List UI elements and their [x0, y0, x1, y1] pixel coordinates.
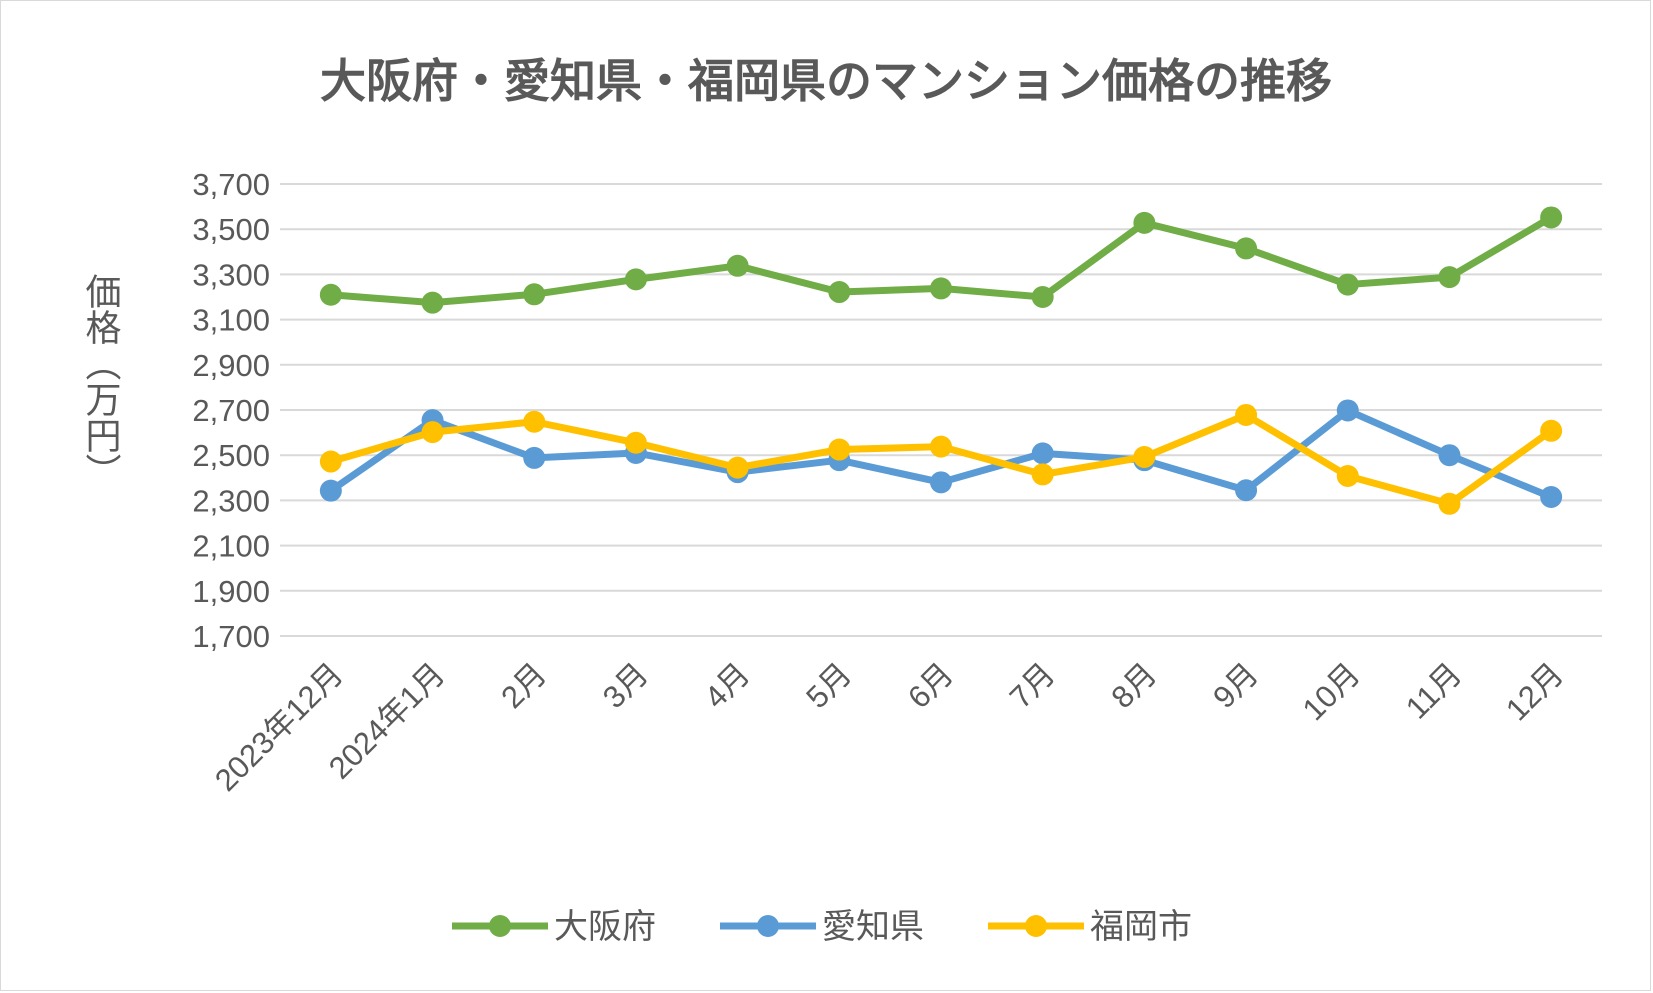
- data-point: [930, 277, 952, 300]
- legend-marker: [489, 915, 511, 937]
- data-point: [319, 283, 342, 306]
- legend-label: 愛知県: [822, 907, 924, 947]
- x-tick-label: 8月: [1104, 656, 1163, 715]
- y-tick-label: 2,900: [192, 348, 270, 383]
- data-point: [1031, 286, 1054, 308]
- y-tick-label: 3,300: [192, 257, 270, 292]
- legend: 大阪府 愛知県 福岡市: [452, 907, 1192, 947]
- legend-label: 大阪府: [554, 907, 656, 947]
- legend-marker: [1025, 915, 1047, 937]
- legend-marker: [757, 915, 779, 937]
- data-point: [1438, 492, 1461, 515]
- data-point: [828, 438, 851, 461]
- y-axis-label: 価格（万円）: [80, 273, 122, 489]
- data-point: [930, 471, 952, 494]
- legend-item: 愛知県: [720, 907, 924, 947]
- data-point: [421, 291, 444, 314]
- legend-label: 福岡市: [1090, 907, 1192, 947]
- y-tick-label: 2,700: [192, 393, 270, 428]
- legend-item: 福岡市: [988, 907, 1192, 947]
- legend-item: 大阪府: [452, 907, 656, 947]
- data-point: [1133, 446, 1156, 469]
- x-tick-label: 7月: [1003, 656, 1062, 715]
- data-point: [1133, 211, 1156, 234]
- y-tick-label: 3,700: [192, 167, 270, 202]
- data-point: [828, 281, 851, 304]
- data-point: [523, 446, 546, 469]
- data-point: [523, 410, 546, 433]
- x-tick-label: 12月: [1499, 656, 1570, 727]
- data-point: [1336, 399, 1359, 422]
- x-tick-label: 9月: [1206, 656, 1265, 715]
- y-tick-label: 1,900: [192, 574, 270, 609]
- data-point: [930, 435, 952, 458]
- data-point: [1235, 479, 1258, 502]
- x-tick-label: 2月: [494, 656, 553, 715]
- data-point: [1336, 464, 1359, 487]
- chart-title: 大阪府・愛知県・福岡県のマンション価格の推移: [320, 54, 1332, 108]
- series-group: [319, 206, 1563, 515]
- data-point: [624, 431, 647, 454]
- x-tick-label: 5月: [799, 656, 858, 715]
- x-tick-label: 6月: [901, 656, 960, 715]
- data-point: [319, 450, 342, 473]
- data-point: [1031, 442, 1054, 465]
- data-point: [1235, 237, 1258, 260]
- x-tick-label: 11月: [1399, 656, 1468, 725]
- x-tick-label: 10月: [1296, 656, 1367, 727]
- data-point: [1540, 206, 1563, 229]
- data-point: [523, 283, 546, 306]
- y-tick-label: 3,100: [192, 303, 270, 338]
- data-point: [1336, 273, 1359, 296]
- gridlines: [280, 183, 1602, 637]
- y-tick-label: 2,500: [192, 438, 270, 473]
- y-tick-label: 2,300: [192, 483, 270, 518]
- y-tick-label: 1,700: [192, 619, 270, 654]
- series-0: [319, 206, 1563, 314]
- data-point: [1438, 444, 1461, 467]
- data-point: [1438, 266, 1461, 289]
- data-point: [624, 268, 647, 291]
- y-axis-ticks: 3,700 3,500 3,300 3,100 2,900 2,700 2,500 2,300…: [192, 167, 270, 654]
- data-point: [1031, 463, 1054, 486]
- series-2: [319, 403, 1563, 515]
- x-tick-label: 2023年12月: [208, 656, 350, 798]
- data-point: [319, 479, 342, 502]
- data-point: [421, 421, 444, 444]
- x-tick-label: 3月: [596, 656, 655, 715]
- data-point: [726, 254, 749, 277]
- y-tick-label: 3,500: [192, 212, 270, 247]
- data-point: [1235, 403, 1258, 426]
- data-point: [1540, 486, 1563, 509]
- x-tick-label: 4月: [698, 656, 757, 715]
- y-tick-label: 2,100: [192, 529, 270, 564]
- data-point: [1540, 419, 1563, 442]
- data-point: [726, 456, 749, 479]
- y-axis-label-text: 価格（万円）: [80, 273, 122, 489]
